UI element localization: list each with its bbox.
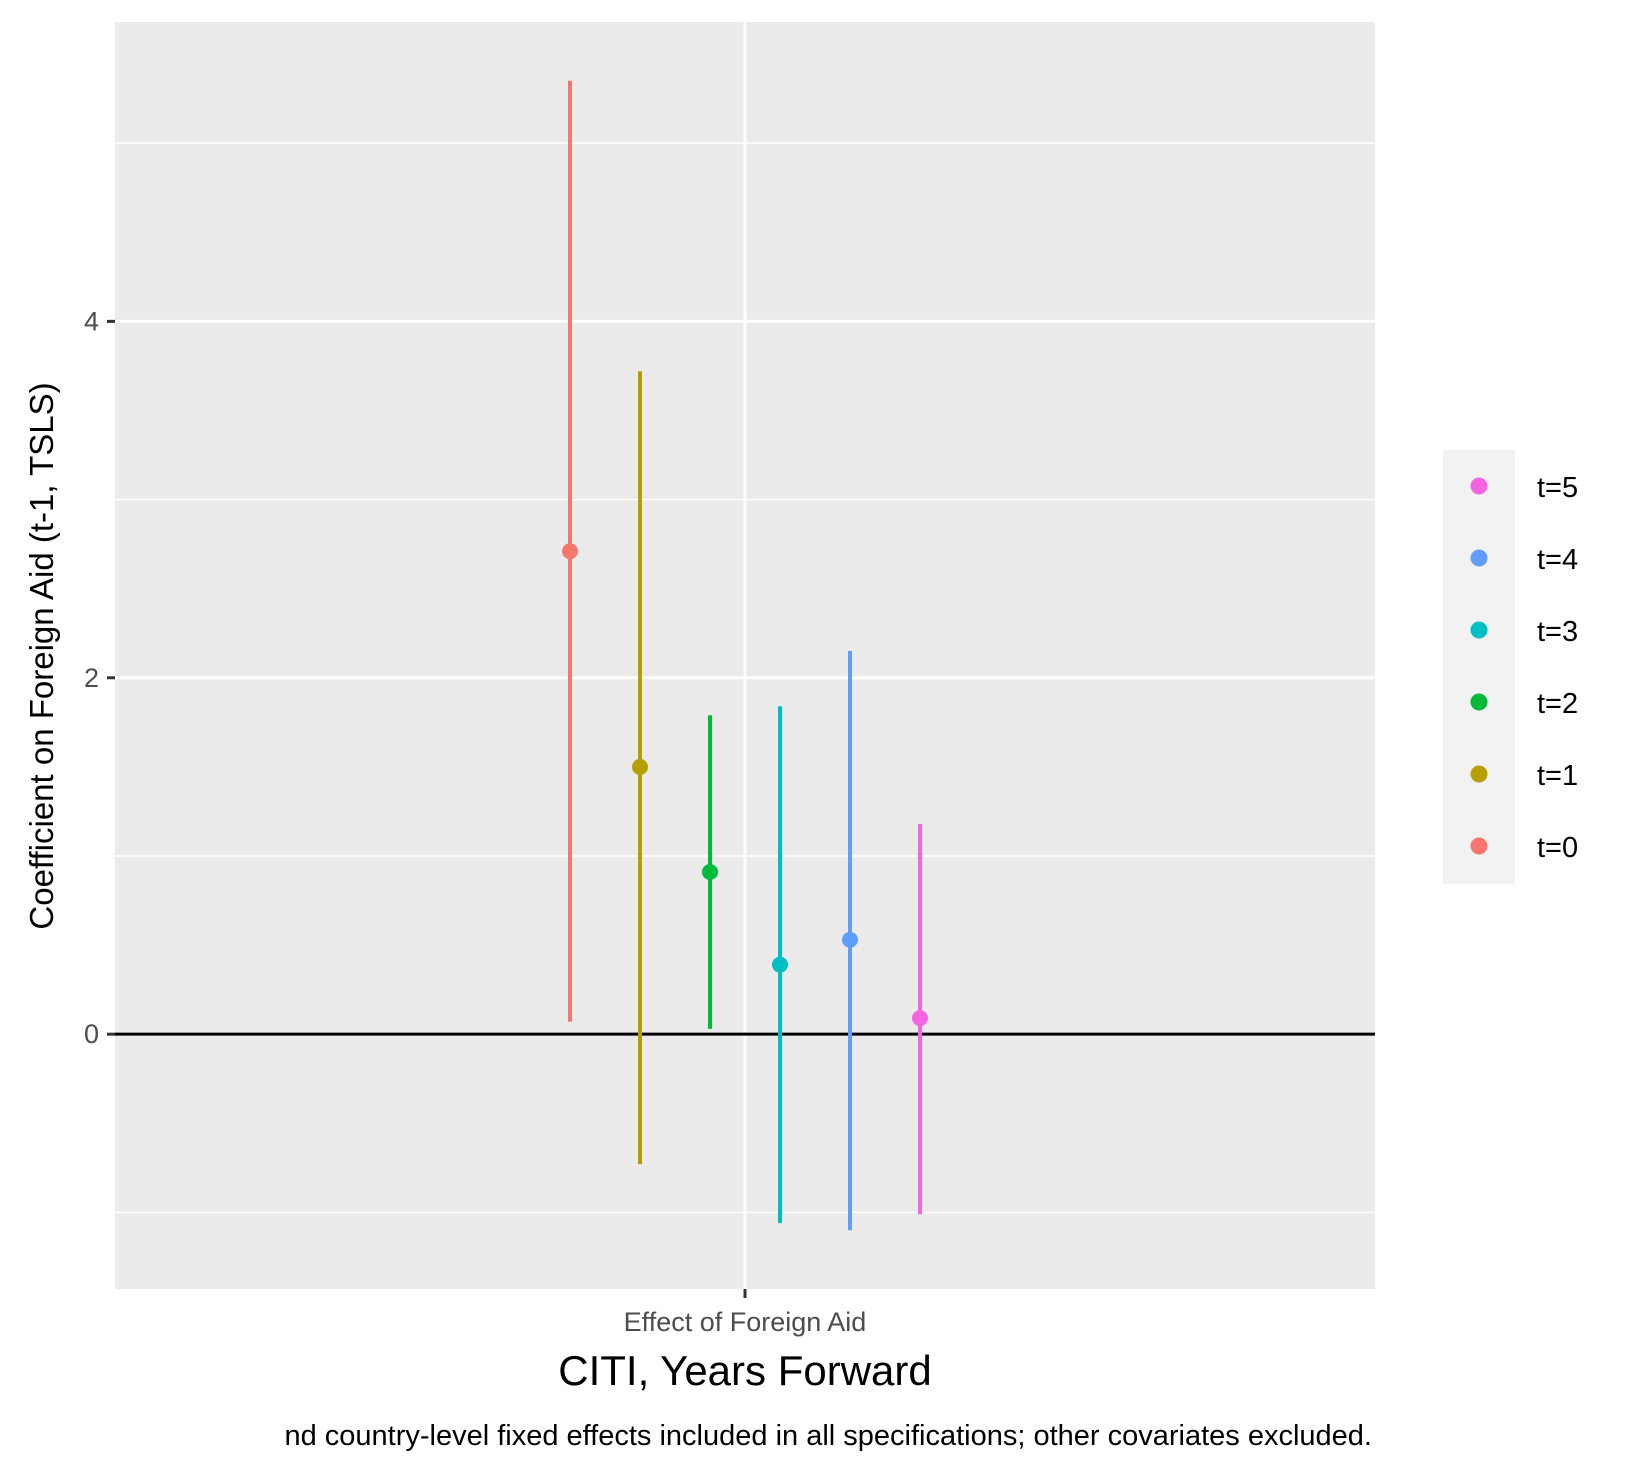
legend-key-t=3 xyxy=(1470,621,1488,639)
legend-background xyxy=(1443,450,1515,884)
x-tick-label: Effect of Foreign Aid xyxy=(624,1307,867,1337)
legend-label-t=2: t=2 xyxy=(1537,688,1578,720)
legend-label-t=3: t=3 xyxy=(1537,616,1578,648)
point-range-t=3 xyxy=(772,706,788,1224)
point-range-t=0 xyxy=(562,80,578,1022)
legend-item-t=1: t=1 xyxy=(1470,760,1578,792)
legend-key-t=5 xyxy=(1470,477,1488,495)
legend-label-t=1: t=1 xyxy=(1537,760,1578,792)
point-t=3 xyxy=(772,956,788,973)
x-axis-title: CITI, Years Forward xyxy=(558,1347,931,1394)
legend-key-t=1 xyxy=(1470,765,1488,783)
legend: t=5 t=4 t=3 t=2 t=1 t=0 xyxy=(1443,450,1578,884)
point-t=0 xyxy=(562,543,578,560)
point-range-t=2 xyxy=(702,715,718,1029)
caption: nd country-level fixed effects included … xyxy=(284,1420,1372,1452)
point-range-t=5 xyxy=(912,823,928,1215)
point-t=5 xyxy=(912,1010,928,1027)
y-tick-label: 2 xyxy=(84,663,99,693)
legend-item-t=2: t=2 xyxy=(1470,688,1578,720)
x-axis: Effect of Foreign Aid xyxy=(624,1289,867,1337)
legend-item-t=5: t=5 xyxy=(1470,472,1578,504)
point-t=1 xyxy=(632,758,648,775)
point-t=2 xyxy=(702,864,718,881)
legend-item-t=4: t=4 xyxy=(1470,544,1578,576)
point-ranges xyxy=(562,80,928,1231)
legend-label-t=4: t=4 xyxy=(1537,544,1578,576)
point-range-t=1 xyxy=(632,371,648,1165)
legend-key-t=4 xyxy=(1470,549,1488,567)
y-axis-title: Coefficient on Foreign Aid (t-1, TSLS) xyxy=(23,382,60,929)
y-tick-label: 0 xyxy=(84,1019,99,1049)
legend-item-t=0: t=0 xyxy=(1470,832,1578,864)
point-t=4 xyxy=(842,931,858,948)
legend-key-t=0 xyxy=(1470,837,1488,855)
legend-label-t=5: t=5 xyxy=(1537,472,1578,504)
legend-item-t=3: t=3 xyxy=(1470,616,1578,648)
point-range-t=4 xyxy=(842,651,858,1231)
y-axis: 0 2 4 xyxy=(84,306,115,1049)
y-tick-label: 4 xyxy=(84,306,99,336)
legend-key-t=2 xyxy=(1470,693,1488,711)
legend-label-t=0: t=0 xyxy=(1537,832,1578,864)
